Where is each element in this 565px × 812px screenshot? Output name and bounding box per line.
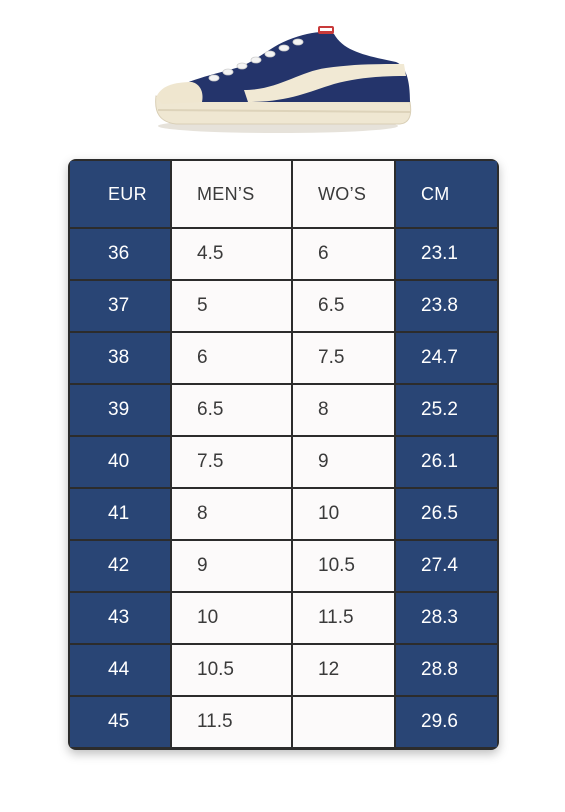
cell-wos: 8 xyxy=(293,385,394,435)
cell-cm: 25.2 xyxy=(396,385,497,435)
cell-cm: 28.8 xyxy=(396,645,497,695)
cell-wos xyxy=(293,697,394,747)
cell-mens: 6.5 xyxy=(172,385,291,435)
cell-mens: 11.5 xyxy=(172,697,291,747)
cell-cm: 23.1 xyxy=(396,229,497,279)
header-mens: MEN’S xyxy=(172,161,291,227)
size-chart-table: EUR MEN’S WO’S CM 36 4.5 6 23.1 37 5 6.5… xyxy=(68,159,499,750)
cell-wos: 9 xyxy=(293,437,394,487)
header-eur: EUR xyxy=(70,161,170,227)
cell-wos: 6 xyxy=(293,229,394,279)
cell-mens: 8 xyxy=(172,489,291,539)
cell-mens: 10.5 xyxy=(172,645,291,695)
cell-wos: 10 xyxy=(293,489,394,539)
cell-cm: 23.8 xyxy=(396,281,497,331)
cell-wos: 6.5 xyxy=(293,281,394,331)
cell-eur: 38 xyxy=(70,333,170,383)
cell-cm: 28.3 xyxy=(396,593,497,643)
header-wos: WO’S xyxy=(293,161,394,227)
sneaker-icon xyxy=(155,26,412,133)
cell-mens: 9 xyxy=(172,541,291,591)
cell-cm: 27.4 xyxy=(396,541,497,591)
cell-wos: 11.5 xyxy=(293,593,394,643)
cell-cm: 29.6 xyxy=(396,697,497,747)
cell-mens: 7.5 xyxy=(172,437,291,487)
cell-mens: 4.5 xyxy=(172,229,291,279)
cell-wos: 12 xyxy=(293,645,394,695)
cell-wos: 7.5 xyxy=(293,333,394,383)
cell-eur: 41 xyxy=(70,489,170,539)
cell-mens: 5 xyxy=(172,281,291,331)
cell-cm: 26.5 xyxy=(396,489,497,539)
cell-cm: 26.1 xyxy=(396,437,497,487)
cell-eur: 37 xyxy=(70,281,170,331)
header-cm: CM xyxy=(396,161,497,227)
size-grid: EUR MEN’S WO’S CM 36 4.5 6 23.1 37 5 6.5… xyxy=(70,161,497,748)
cell-eur: 42 xyxy=(70,541,170,591)
cell-wos: 10.5 xyxy=(293,541,394,591)
cell-eur: 43 xyxy=(70,593,170,643)
cell-eur: 45 xyxy=(70,697,170,747)
cell-cm: 24.7 xyxy=(396,333,497,383)
cell-eur: 36 xyxy=(70,229,170,279)
cell-eur: 39 xyxy=(70,385,170,435)
cell-eur: 44 xyxy=(70,645,170,695)
cell-mens: 10 xyxy=(172,593,291,643)
cell-mens: 6 xyxy=(172,333,291,383)
cell-eur: 40 xyxy=(70,437,170,487)
